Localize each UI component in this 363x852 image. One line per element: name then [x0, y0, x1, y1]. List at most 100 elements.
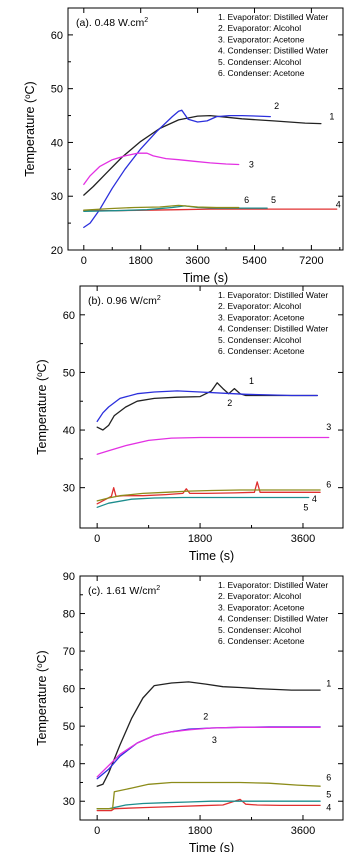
series-2-label: 2 — [227, 398, 232, 408]
legend-entry: 5. Condenser: Alcohol — [218, 335, 301, 345]
x-tick-label: 0 — [94, 825, 100, 837]
panel-title: (b). 0.96 W/cm2 — [88, 295, 161, 307]
series-4-label: 4 — [336, 200, 341, 210]
panel-title-text: (b). 0.96 W/cm — [88, 295, 157, 307]
x-axis-title: Time (s) — [189, 841, 234, 852]
series-6-label: 6 — [326, 480, 331, 490]
legend-entry: 4. Condenser: Distilled Water — [218, 324, 328, 334]
y-axis-title-unit: C) — [23, 81, 37, 94]
series-5-line — [96, 800, 321, 810]
y-axis-title-text: Temperature ( — [35, 667, 49, 746]
legend-entry: 3. Evaporator: Acetone — [218, 602, 305, 612]
legend-entry: 2. Evaporator: Alcohol — [218, 23, 301, 33]
y-axis-title-sup: o — [23, 94, 32, 99]
y-tick-label: 60 — [63, 684, 75, 696]
series-5-label: 5 — [326, 789, 331, 799]
y-axis-title-unit: C) — [35, 359, 49, 372]
x-axis-title: Time (s) — [189, 549, 234, 563]
legend-entry: 6. Condenser: Acetone — [218, 346, 305, 356]
y-tick-label: 30 — [63, 796, 75, 808]
series-1-label: 1 — [326, 679, 331, 689]
series-3-line — [83, 152, 240, 186]
legend-entry: 2. Evaporator: Alcohol — [218, 301, 301, 311]
y-axis-title-sup: o — [35, 663, 44, 668]
y-axis-title-unit: C) — [35, 650, 49, 663]
series-4-line — [96, 798, 321, 812]
legend-entry: 2. Evaporator: Alcohol — [218, 591, 301, 601]
plot-frame — [79, 285, 344, 529]
x-tick-label: 7200 — [299, 255, 323, 267]
y-tick-label: 90 — [63, 571, 75, 583]
legend-entry: 4. Condenser: Distilled Water — [218, 46, 328, 56]
x-tick-label: 1800 — [188, 825, 212, 837]
series-2-line — [83, 109, 271, 229]
y-tick-label: 30 — [63, 483, 75, 495]
panel-title: (a). 0.48 W.cm2 — [76, 17, 148, 29]
series-5-label: 5 — [271, 195, 276, 205]
series-6-label: 6 — [326, 773, 331, 783]
y-axis-title-sup: o — [35, 372, 44, 377]
panel-title-sup: 2 — [156, 585, 160, 592]
series-6-line — [83, 204, 240, 211]
series-5-label: 5 — [303, 503, 308, 513]
y-tick-label: 70 — [63, 646, 75, 658]
plot-frame — [67, 7, 344, 251]
panel-title-sup: 2 — [157, 295, 161, 302]
series-2-label: 2 — [203, 711, 208, 721]
series-3-label: 3 — [212, 735, 217, 745]
series-6-label: 6 — [244, 195, 249, 205]
plot-frame — [79, 575, 344, 821]
panel-title-text: (a). 0.48 W.cm — [76, 17, 145, 29]
legend-entry: 6. Condenser: Acetone — [218, 68, 305, 78]
series-3-label: 3 — [249, 160, 254, 170]
x-tick-label: 3600 — [185, 255, 209, 267]
y-tick-label: 60 — [63, 310, 75, 322]
series-5-line — [96, 496, 310, 508]
legend-entry: 6. Condenser: Acetone — [218, 636, 305, 646]
y-axis-title: Temperature (oC) — [35, 359, 49, 454]
series-4-label: 4 — [326, 803, 331, 813]
series-2-line — [96, 726, 321, 780]
series-4-line — [96, 481, 321, 505]
series-1-line — [83, 114, 322, 196]
legend-entry: 5. Condenser: Alcohol — [218, 625, 301, 635]
y-tick-label: 50 — [63, 367, 75, 379]
y-tick-label: 50 — [63, 721, 75, 733]
series-2-line — [96, 390, 318, 423]
legend-entry: 1. Evaporator: Distilled Water — [218, 12, 328, 22]
y-tick-label: 80 — [63, 609, 75, 621]
x-axis-title: Time (s) — [183, 271, 228, 285]
series-1-label: 1 — [249, 376, 254, 386]
series-6-line — [96, 489, 321, 502]
legend-entry: 5. Condenser: Alcohol — [218, 57, 301, 67]
series-4-label: 4 — [312, 494, 317, 504]
y-tick-label: 40 — [63, 759, 75, 771]
series-3-label: 3 — [326, 422, 331, 432]
y-tick-label: 20 — [51, 245, 63, 257]
panel-2: 0 1800 3600 30 40 50 60 70 80 90 Time (s) Temperatu… — [35, 571, 344, 852]
legend-entry: 3. Evaporator: Acetone — [218, 312, 305, 322]
y-axis-title: Temperature (oC) — [35, 650, 49, 745]
x-tick-label: 1800 — [128, 255, 152, 267]
x-tick-label: 1800 — [188, 533, 212, 545]
x-tick-label: 3600 — [291, 825, 315, 837]
y-tick-label: 30 — [51, 191, 63, 203]
series-1-label: 1 — [329, 111, 334, 121]
legend-entry: 3. Evaporator: Acetone — [218, 34, 305, 44]
legend-entry: 1. Evaporator: Distilled Water — [218, 290, 328, 300]
series-6-line — [96, 781, 321, 810]
panel-title: (c). 1.61 W/cm2 — [88, 585, 160, 597]
panel-1: 0 1800 3600 30 40 50 60 Time (s) Temperature (oC… — [35, 285, 344, 563]
y-axis-title: Temperature (oC) — [23, 81, 37, 176]
series-3-line — [96, 726, 321, 778]
y-tick-label: 60 — [51, 30, 63, 42]
series-2-label: 2 — [274, 101, 279, 111]
legend-entry: 1. Evaporator: Distilled Water — [218, 580, 328, 590]
x-tick-label: 0 — [81, 255, 87, 267]
y-axis-title-text: Temperature ( — [35, 376, 49, 455]
series-1-line — [96, 382, 318, 431]
series-3-line — [96, 436, 330, 455]
y-tick-label: 50 — [51, 84, 63, 96]
y-tick-label: 40 — [63, 425, 75, 437]
